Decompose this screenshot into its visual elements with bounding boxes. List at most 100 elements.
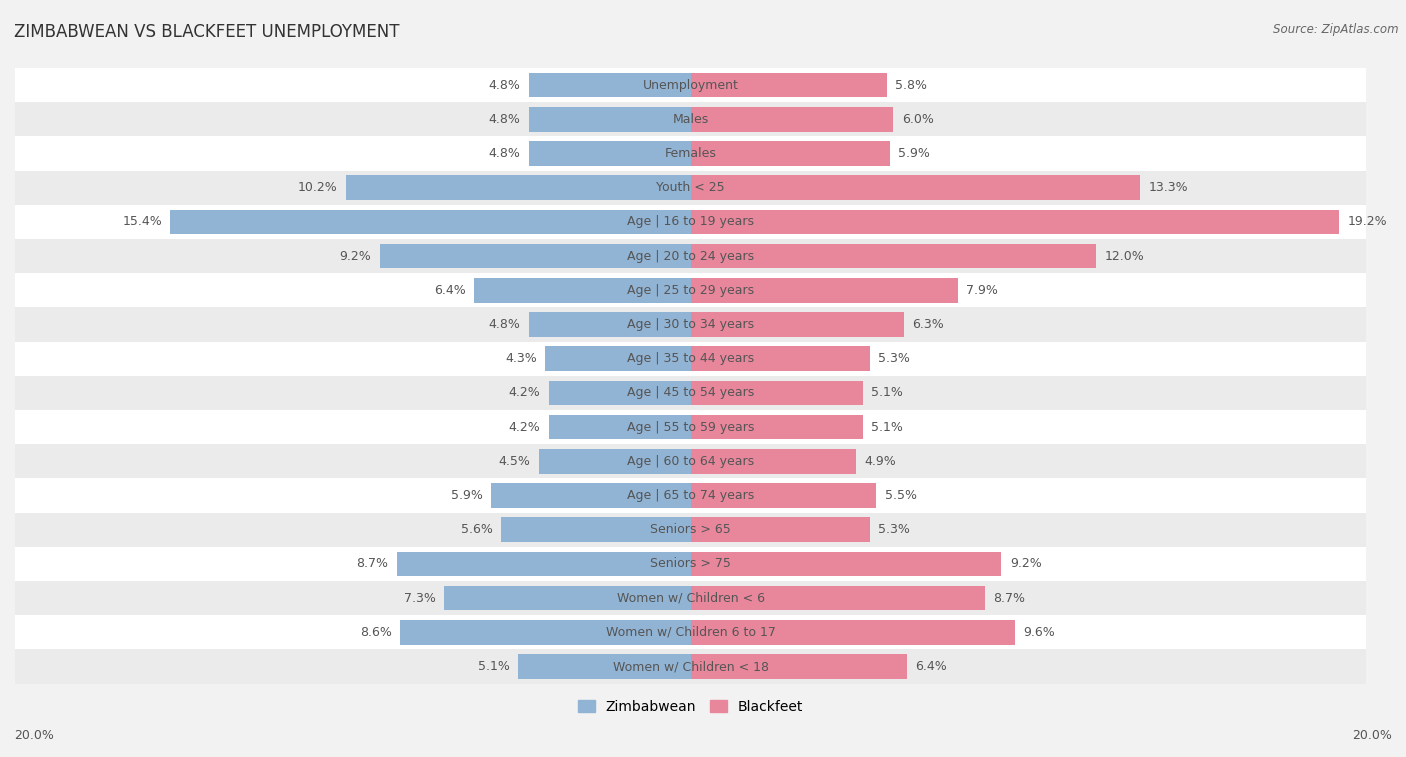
Bar [690,278,957,303]
Bar [690,586,984,610]
Bar [690,552,1001,576]
Bar [529,73,690,98]
Text: 5.3%: 5.3% [879,352,910,365]
Bar [491,483,690,508]
Text: ZIMBABWEAN VS BLACKFEET UNEMPLOYMENT: ZIMBABWEAN VS BLACKFEET UNEMPLOYMENT [14,23,399,41]
Text: Women w/ Children 6 to 17: Women w/ Children 6 to 17 [606,626,776,639]
Bar [396,552,690,576]
Text: 6.3%: 6.3% [912,318,943,331]
Text: Age | 16 to 19 years: Age | 16 to 19 years [627,216,754,229]
Text: Women w/ Children < 18: Women w/ Children < 18 [613,660,769,673]
Bar [548,415,690,440]
Bar [15,615,1367,650]
Bar [15,102,1367,136]
Bar [690,312,904,337]
Text: Age | 20 to 24 years: Age | 20 to 24 years [627,250,754,263]
Bar [690,244,1097,269]
Text: 20.0%: 20.0% [1353,729,1392,742]
Bar [401,620,690,645]
Bar [690,483,876,508]
Text: 4.3%: 4.3% [505,352,537,365]
Bar [690,347,870,371]
Bar [346,176,690,200]
Text: Age | 45 to 54 years: Age | 45 to 54 years [627,386,754,400]
Text: Age | 65 to 74 years: Age | 65 to 74 years [627,489,754,502]
Bar [15,512,1367,547]
Bar [529,142,690,166]
Text: Age | 55 to 59 years: Age | 55 to 59 years [627,421,755,434]
Text: 8.6%: 8.6% [360,626,392,639]
Text: 19.2%: 19.2% [1348,216,1388,229]
Bar [690,518,870,542]
Text: Seniors > 65: Seniors > 65 [651,523,731,536]
Text: 5.1%: 5.1% [872,421,903,434]
Text: 4.9%: 4.9% [865,455,897,468]
Text: 5.8%: 5.8% [896,79,927,92]
Bar [690,142,890,166]
Bar [15,136,1367,170]
Bar [690,654,907,679]
Text: 4.5%: 4.5% [498,455,530,468]
Text: 5.9%: 5.9% [451,489,482,502]
Text: Women w/ Children < 6: Women w/ Children < 6 [617,592,765,605]
Text: 5.3%: 5.3% [879,523,910,536]
Text: 6.0%: 6.0% [901,113,934,126]
Text: 9.6%: 9.6% [1024,626,1054,639]
Text: 10.2%: 10.2% [298,181,337,195]
Text: 5.9%: 5.9% [898,147,931,160]
Bar [15,375,1367,410]
Bar [15,478,1367,512]
Bar [15,581,1367,615]
Text: 4.8%: 4.8% [488,318,520,331]
Text: 4.8%: 4.8% [488,147,520,160]
Bar [519,654,690,679]
Bar [690,107,893,132]
Text: Age | 25 to 29 years: Age | 25 to 29 years [627,284,754,297]
Text: 8.7%: 8.7% [356,557,388,571]
Text: 9.2%: 9.2% [340,250,371,263]
Bar [380,244,690,269]
Text: 5.1%: 5.1% [872,386,903,400]
Text: 4.2%: 4.2% [509,421,540,434]
Bar [474,278,690,303]
Bar [690,176,1140,200]
Text: 9.2%: 9.2% [1010,557,1042,571]
Text: 15.4%: 15.4% [122,216,162,229]
Legend: Zimbabwean, Blackfeet: Zimbabwean, Blackfeet [578,699,803,714]
Bar [690,73,887,98]
Bar [690,620,1015,645]
Text: 13.3%: 13.3% [1149,181,1188,195]
Bar [15,547,1367,581]
Text: 8.7%: 8.7% [993,592,1025,605]
Bar [15,307,1367,341]
Text: Seniors > 75: Seniors > 75 [650,557,731,571]
Text: 7.9%: 7.9% [966,284,998,297]
Text: Females: Females [665,147,717,160]
Bar [690,415,863,440]
Bar [546,347,690,371]
Bar [529,107,690,132]
Text: Source: ZipAtlas.com: Source: ZipAtlas.com [1274,23,1399,36]
Bar [170,210,690,234]
Bar [690,381,863,405]
Bar [15,205,1367,239]
Text: 5.6%: 5.6% [461,523,494,536]
Text: 20.0%: 20.0% [14,729,53,742]
Text: 4.8%: 4.8% [488,113,520,126]
Bar [502,518,690,542]
Bar [538,449,690,474]
Text: 5.1%: 5.1% [478,660,510,673]
Text: 7.3%: 7.3% [404,592,436,605]
Bar [444,586,690,610]
Text: 6.4%: 6.4% [915,660,948,673]
Text: Age | 30 to 34 years: Age | 30 to 34 years [627,318,754,331]
Bar [15,68,1367,102]
Text: Age | 35 to 44 years: Age | 35 to 44 years [627,352,754,365]
Text: Unemployment: Unemployment [643,79,738,92]
Text: 5.5%: 5.5% [884,489,917,502]
Bar [15,239,1367,273]
Text: Youth < 25: Youth < 25 [657,181,725,195]
Bar [15,650,1367,684]
Text: 6.4%: 6.4% [434,284,465,297]
Bar [15,410,1367,444]
